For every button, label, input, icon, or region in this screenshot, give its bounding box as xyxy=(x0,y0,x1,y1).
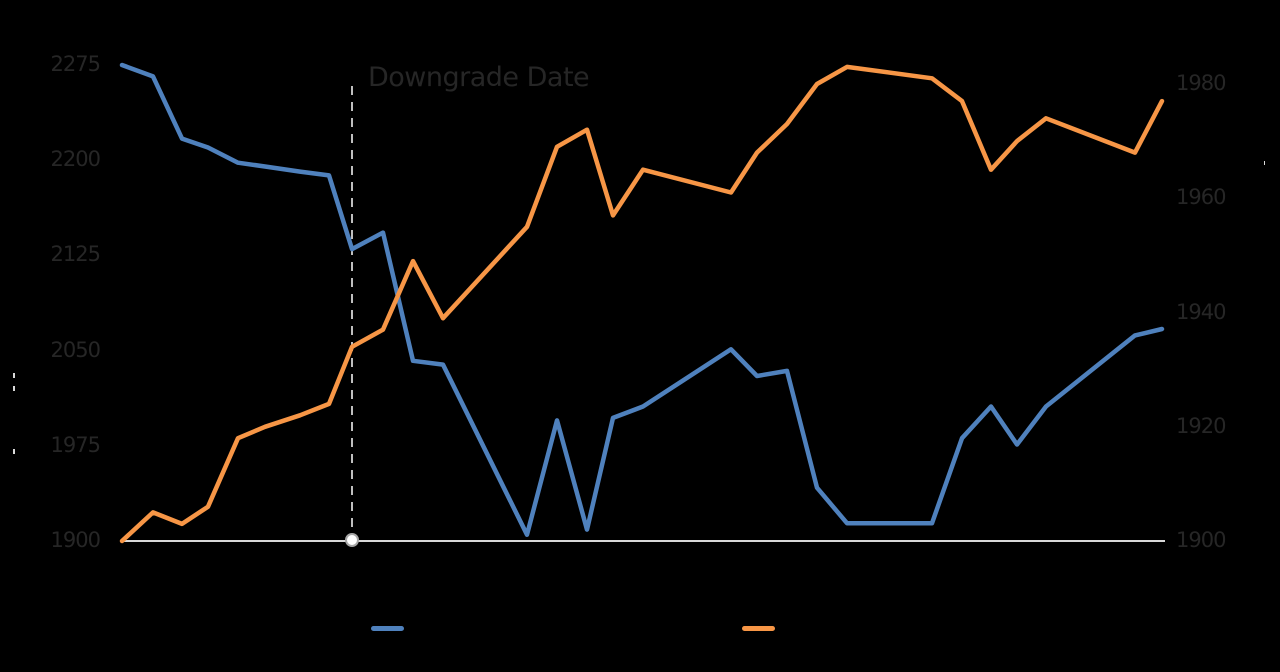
downgrade-date-annotation: Downgrade Date xyxy=(368,62,590,93)
legend-item-blue xyxy=(371,618,412,638)
axis-title-fragment xyxy=(13,386,15,391)
right-axis-tick: 1980 xyxy=(1176,71,1226,95)
series-line-blue xyxy=(119,62,1165,537)
axis-title-fragment xyxy=(1264,161,1265,165)
right-axis-tick: 1900 xyxy=(1176,528,1226,552)
axis-title-fragment xyxy=(13,373,15,378)
left-axis-tick: 2200 xyxy=(50,147,101,171)
legend-swatch-orange xyxy=(742,625,775,631)
downgrade-date-marker-dot xyxy=(345,533,359,547)
right-axis-tick: 1920 xyxy=(1176,414,1226,438)
axis-title-fragment xyxy=(13,449,15,454)
left-axis-tick: 2275 xyxy=(50,52,101,76)
legend-swatch-blue xyxy=(371,625,404,631)
left-axis-tick: 2050 xyxy=(50,338,101,362)
legend-item-orange xyxy=(742,618,783,638)
left-axis-tick: 2125 xyxy=(50,242,101,266)
right-axis-tick: 1940 xyxy=(1176,300,1226,324)
right-axis-tick: 1960 xyxy=(1176,185,1226,209)
left-axis-tick: 1975 xyxy=(50,433,101,457)
series-line-orange xyxy=(119,64,1165,544)
left-axis-tick: 1900 xyxy=(50,528,101,552)
